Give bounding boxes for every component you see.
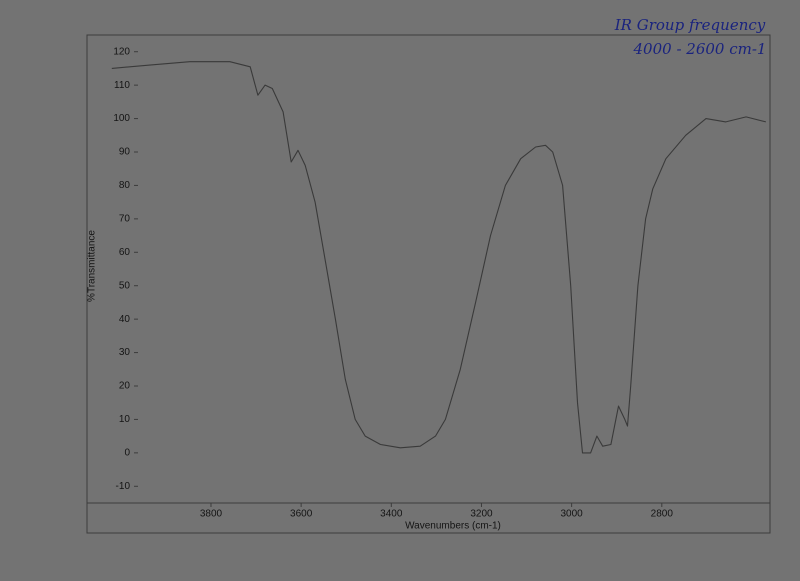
y-tick-label: 50 (119, 280, 131, 291)
x-tick-label: 3400 (380, 509, 403, 520)
annotation: IR Group frequency (614, 16, 766, 34)
x-tick-label: 3200 (470, 509, 493, 520)
y-axis-label: %Transmittance (87, 230, 98, 302)
x-tick-label: 3600 (290, 509, 313, 520)
outer-frame (86, 34, 771, 534)
annotation: 4000 - 2600 cm-1 (633, 40, 767, 58)
x-tick-label: 3800 (200, 509, 223, 520)
y-tick-label: 80 (119, 180, 131, 191)
y-tick-label: 120 (113, 46, 130, 57)
x-tick-label: 3000 (561, 509, 584, 520)
spectrum-line (111, 61, 767, 454)
y-tick-label: 110 (114, 80, 130, 91)
y-tick-label: 10 (119, 414, 131, 425)
y-tick-label: 100 (113, 113, 130, 124)
y-tick-label: 0 (124, 447, 130, 458)
y-tick-label: 60 (119, 247, 131, 258)
x-axis-label: Wavenumbers (cm-1) (405, 521, 501, 532)
y-tick-label: 90 (119, 147, 131, 158)
y-tick-label: -10 (116, 481, 131, 492)
y-tick-label: 40 (119, 314, 131, 325)
y-tick-label: 20 (119, 381, 131, 392)
x-tick-label: 2800 (651, 509, 674, 520)
y-tick-label: 70 (119, 213, 131, 224)
y-tick-label: 30 (119, 347, 131, 358)
